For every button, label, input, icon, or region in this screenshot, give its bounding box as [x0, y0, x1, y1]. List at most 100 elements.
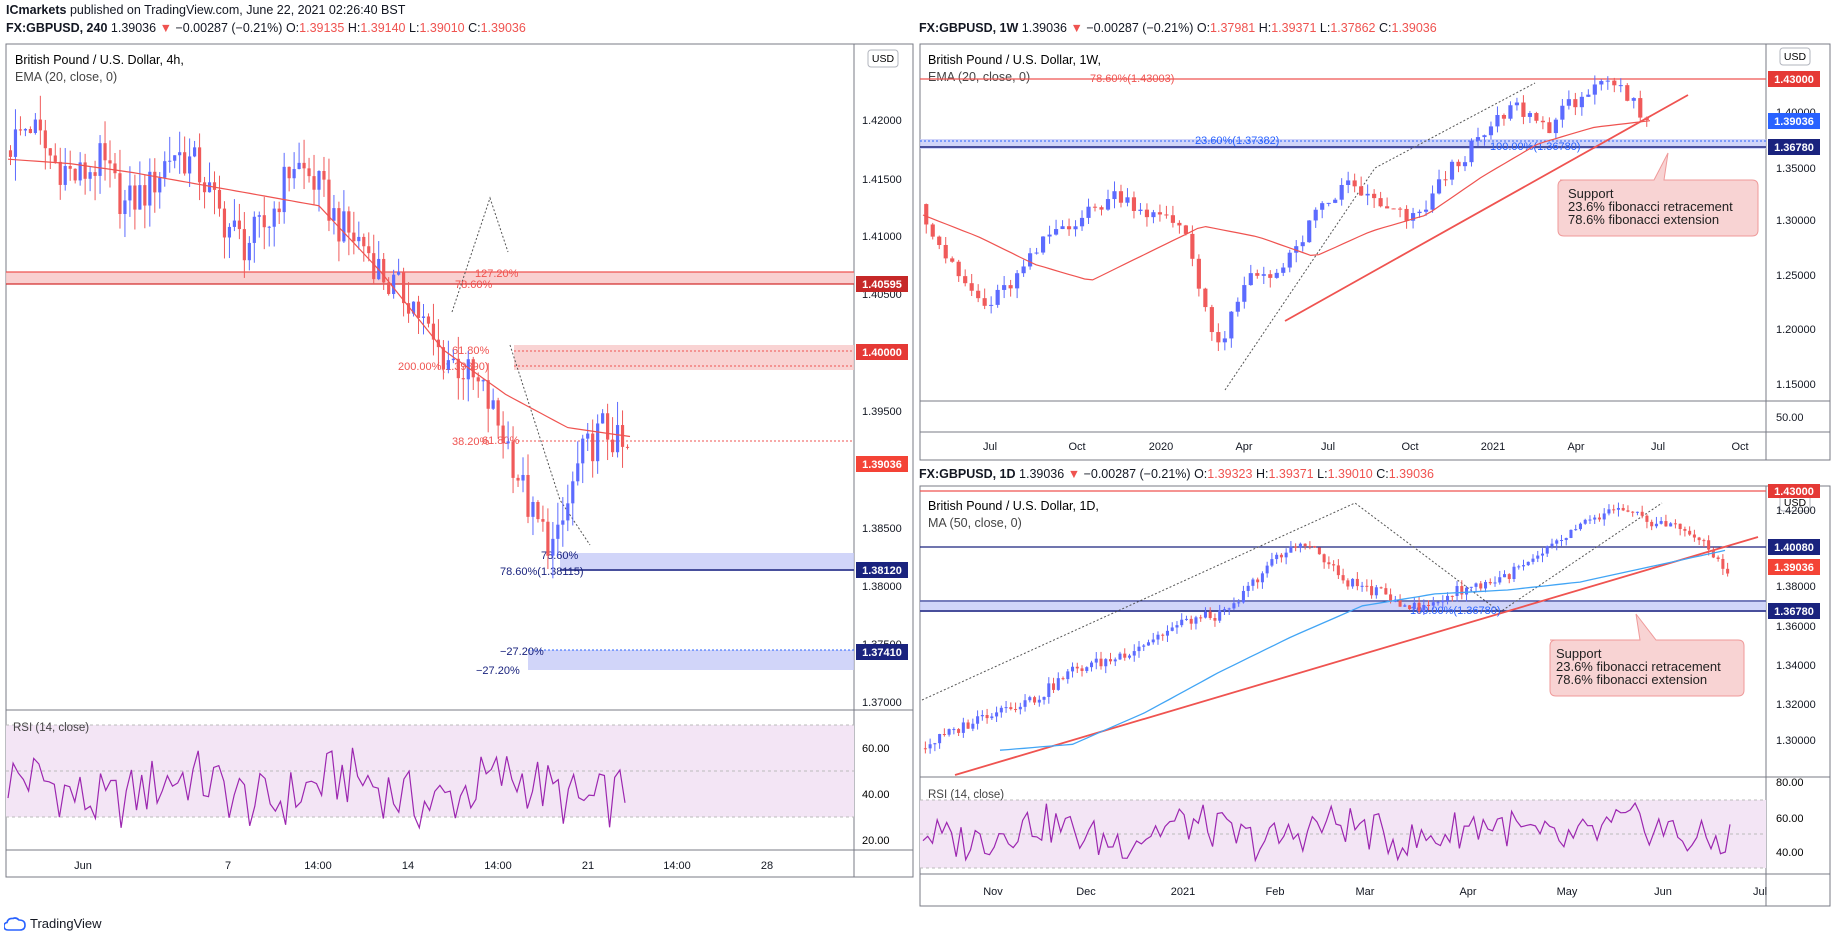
support-callout[interactable]	[1557, 152, 1759, 237]
candle	[1112, 191, 1117, 200]
candle	[1352, 180, 1357, 187]
support-callout[interactable]	[1549, 613, 1745, 697]
candle	[1502, 574, 1507, 578]
candle	[1034, 252, 1039, 254]
ema-line	[7, 158, 631, 438]
fib-annotation: 61.80%	[452, 345, 490, 357]
candle	[1165, 630, 1169, 636]
candle	[1721, 558, 1725, 569]
candle	[1108, 659, 1113, 662]
y-tick: 1.30000	[1776, 215, 1816, 227]
currency-badge[interactable]: USD	[1784, 497, 1807, 509]
candle	[1066, 226, 1072, 230]
candle	[38, 119, 42, 131]
panel-h4[interactable]: British Pound / U.S. Dollar, 4h, EMA (20…	[5, 43, 914, 878]
candle	[1052, 683, 1056, 690]
symbol-name: FX:GBPUSD, 240	[6, 21, 108, 35]
candle	[1132, 651, 1136, 656]
candle	[1075, 666, 1079, 669]
candle	[1564, 537, 1568, 541]
candle	[1403, 605, 1407, 607]
candle	[451, 358, 455, 361]
y-tick: 1.36000	[1776, 621, 1816, 633]
symbol-line-w1: FX:GBPUSD, 1W 1.39036 ▼ −0.00287 (−0.21%…	[919, 21, 1437, 35]
panel-w1[interactable]: British Pound / U.S. Dollar, 1W, EMA (20…	[919, 43, 1831, 461]
candle	[1586, 94, 1591, 97]
candle	[1170, 627, 1174, 631]
price-tag: 1.36780	[1774, 606, 1814, 618]
x-tick: Apr	[1459, 886, 1476, 898]
change-value: −0.00287 (−0.21%)	[1083, 467, 1191, 481]
candle	[496, 400, 500, 426]
candle	[1327, 562, 1331, 565]
candle	[1008, 285, 1013, 289]
candle	[985, 715, 989, 719]
candle	[183, 152, 187, 174]
candle	[1203, 611, 1207, 618]
fib-annotation: −27.20%	[500, 646, 544, 658]
tradingview-logo[interactable]: TradingView	[4, 916, 102, 931]
candle	[1127, 655, 1132, 658]
candle	[401, 271, 406, 304]
y-tick: 1.38000	[1776, 581, 1816, 593]
candle	[143, 185, 147, 206]
candle	[222, 208, 227, 238]
x-tick: Apr	[1567, 441, 1584, 453]
candle	[516, 477, 520, 481]
candle	[397, 271, 401, 275]
candle	[1553, 119, 1558, 134]
candle	[1014, 709, 1018, 711]
candle	[1365, 585, 1369, 587]
candle	[1555, 540, 1559, 544]
candle	[1177, 222, 1182, 226]
candle	[1060, 226, 1065, 230]
candle	[446, 360, 450, 370]
candle	[1579, 96, 1584, 108]
open-value: 1.39323	[1207, 467, 1253, 481]
candle	[1578, 523, 1582, 530]
candle	[197, 147, 202, 183]
price-tag: 1.36780	[1774, 142, 1814, 154]
rsi-tick: 60.00	[1776, 813, 1804, 825]
currency-badge[interactable]: USD	[1784, 51, 1807, 63]
candle	[1527, 113, 1532, 117]
candle	[352, 232, 356, 242]
panel-d1[interactable]: British Pound / U.S. Dollar, 1D, MA (50,…	[919, 484, 1831, 907]
candle	[1702, 540, 1706, 542]
candle	[942, 734, 946, 736]
last-price: 1.39036	[110, 21, 157, 35]
candle	[1242, 285, 1247, 302]
y-tick: 1.41500	[862, 174, 902, 186]
candle	[426, 316, 431, 324]
fib-annotation: 100.00%(1.36780)	[1490, 141, 1581, 153]
down-arrow-icon: ▼	[1067, 467, 1081, 481]
publisher-name[interactable]: ICmarkets	[6, 3, 67, 17]
candle	[923, 748, 927, 750]
sub-tick: 50.00	[1776, 412, 1804, 424]
rsi-label: RSI (14, close)	[928, 789, 1004, 801]
candle	[466, 359, 470, 380]
ema-line	[922, 120, 1651, 281]
fib-annotation: 23.60%(1.37382)	[1195, 135, 1279, 147]
candle	[332, 208, 336, 221]
x-tick: 7	[225, 860, 231, 872]
candle	[1404, 208, 1409, 221]
candle	[999, 707, 1003, 713]
candle	[1612, 509, 1616, 511]
candle	[556, 524, 560, 539]
currency-badge[interactable]: USD	[872, 53, 895, 65]
candle	[33, 119, 37, 134]
candle	[606, 413, 610, 440]
candle	[1593, 517, 1597, 520]
candle	[98, 143, 102, 176]
candle	[347, 211, 351, 233]
candle	[1664, 521, 1668, 527]
candle	[272, 208, 276, 227]
candle	[969, 283, 974, 291]
candle	[416, 301, 421, 318]
candle	[1009, 707, 1013, 710]
candle	[1222, 338, 1227, 343]
candle	[287, 166, 291, 179]
candle	[1569, 529, 1573, 538]
